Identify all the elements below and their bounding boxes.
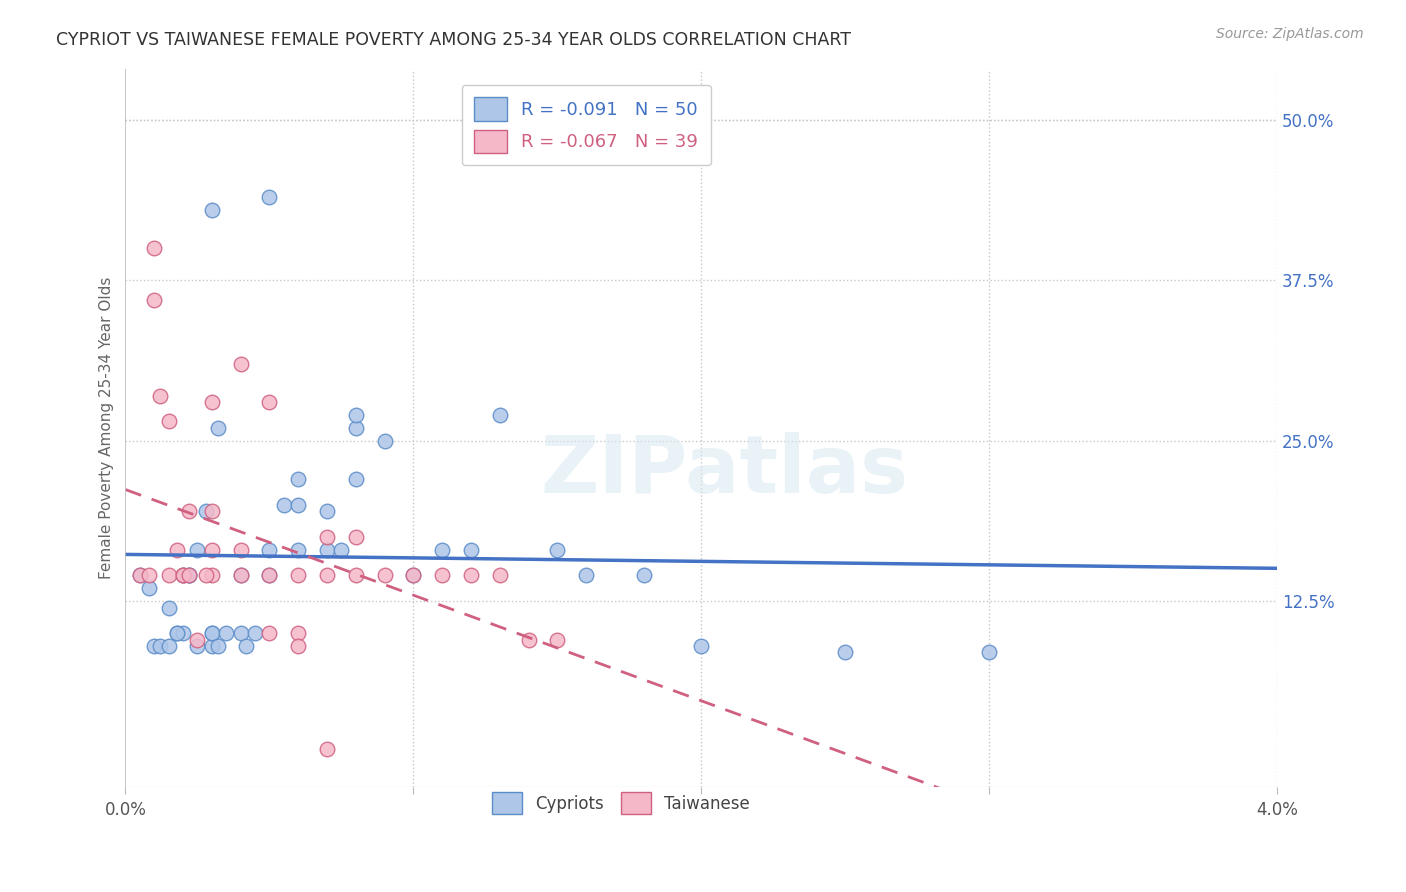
Point [546,542,568,557]
Point [201,626,224,640]
Point [330,542,353,557]
Point [186,639,208,653]
Point [157,414,180,428]
Point [195,568,218,582]
Point [143,639,166,653]
Point [166,626,188,640]
Point [402,568,425,582]
Point [287,472,309,486]
Point [259,190,281,204]
Point [344,408,367,422]
Point [201,568,224,582]
Point [432,568,454,582]
Point [229,542,252,557]
Point [374,434,396,448]
Point [259,568,281,582]
Point [517,632,540,647]
Point [149,389,172,403]
Point [432,542,454,557]
Point [287,498,309,512]
Point [177,568,200,582]
Point [316,530,339,544]
Text: Source: ZipAtlas.com: Source: ZipAtlas.com [1216,27,1364,41]
Point [157,639,180,653]
Point [138,568,160,582]
Point [374,568,396,582]
Point [402,568,425,582]
Point [460,568,482,582]
Point [172,626,194,640]
Point [157,568,180,582]
Point [243,626,266,640]
Point [201,202,224,217]
Point [287,626,309,640]
Point [186,632,208,647]
Text: CYPRIOT VS TAIWANESE FEMALE POVERTY AMONG 25-34 YEAR OLDS CORRELATION CHART: CYPRIOT VS TAIWANESE FEMALE POVERTY AMON… [56,31,851,49]
Point [344,568,367,582]
Point [633,568,655,582]
Point [138,581,160,595]
Point [229,357,252,371]
Point [172,568,194,582]
Y-axis label: Female Poverty Among 25-34 Year Olds: Female Poverty Among 25-34 Year Olds [100,277,114,579]
Point [201,395,224,409]
Point [488,568,510,582]
Point [177,568,200,582]
Point [316,504,339,518]
Point [316,542,339,557]
Point [128,568,150,582]
Point [215,626,238,640]
Point [195,504,218,518]
Point [172,568,194,582]
Point [259,626,281,640]
Point [344,472,367,486]
Point [287,639,309,653]
Point [259,568,281,582]
Point [488,408,510,422]
Point [690,639,713,653]
Point [344,530,367,544]
Point [201,626,224,640]
Point [273,498,295,512]
Point [229,568,252,582]
Point [149,639,172,653]
Point [128,568,150,582]
Point [259,542,281,557]
Point [316,741,339,756]
Point [287,568,309,582]
Point [344,421,367,435]
Point [207,421,229,435]
Point [207,639,229,653]
Point [460,542,482,557]
Point [143,293,166,307]
Point [201,542,224,557]
Point [316,568,339,582]
Point [229,568,252,582]
Point [201,639,224,653]
Legend: Cypriots, Taiwanese: Cypriots, Taiwanese [481,780,761,826]
Point [186,542,208,557]
Point [229,626,252,640]
Point [157,600,180,615]
Point [287,542,309,557]
Point [546,632,568,647]
Point [979,645,1001,659]
Text: ZIPatlas: ZIPatlas [540,432,908,510]
Point [201,504,224,518]
Point [177,504,200,518]
Point [259,395,281,409]
Point [172,568,194,582]
Point [166,626,188,640]
Point [166,542,188,557]
Point [575,568,598,582]
Point [177,568,200,582]
Point [235,639,257,653]
Point [143,241,166,255]
Point [834,645,856,659]
